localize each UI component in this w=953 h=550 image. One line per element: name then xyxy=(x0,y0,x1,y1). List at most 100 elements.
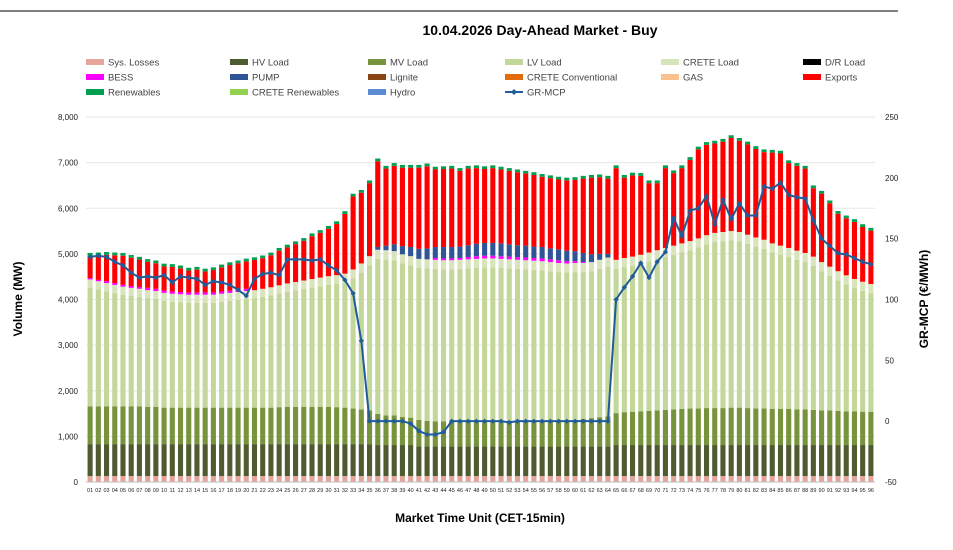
legend-swatch-gas xyxy=(661,74,679,80)
bar-segment-crete-load xyxy=(786,247,792,258)
bar-segment-bess xyxy=(580,262,586,263)
gr-mcp-point xyxy=(432,431,438,438)
bar-segment-renewables xyxy=(728,135,734,138)
y-tick-label: 5,000 xyxy=(58,250,79,259)
gr-mcp-point xyxy=(843,251,849,258)
x-tick-label: 64 xyxy=(605,488,611,494)
bar-segment-exports xyxy=(580,178,586,253)
bar-segment-exports xyxy=(358,192,364,264)
bar-segment-mv-load xyxy=(794,409,800,446)
bar-segment-lv-load xyxy=(514,268,521,421)
bar-segment-lv-load xyxy=(153,299,159,407)
bar-segment-mv-load xyxy=(786,409,792,446)
bar-segment-hv-load xyxy=(777,445,784,477)
bar-segment-sys-losses xyxy=(103,476,110,482)
bar-segment-mv-load xyxy=(342,407,348,445)
x-tick-label: 76 xyxy=(703,488,709,494)
gridlines xyxy=(86,116,875,437)
bar-segment-pump xyxy=(564,250,570,262)
bar-segment-sys-losses xyxy=(687,476,693,482)
bar-segment-crete-load xyxy=(391,251,397,261)
bar-segment-sys-losses xyxy=(293,476,299,482)
x-tick-label: 07 xyxy=(136,488,142,494)
bar-segment-exports xyxy=(547,178,553,249)
bar-segment-mv-load xyxy=(736,407,742,446)
bar-segment-sys-losses xyxy=(194,476,200,482)
bar-segment-sys-losses xyxy=(260,476,266,482)
bar-segment-crete-load xyxy=(531,260,537,270)
bar-segment-crete-load xyxy=(350,269,356,279)
bar-segment-mv-load xyxy=(219,407,225,445)
bar-segment-mv-load xyxy=(243,407,249,445)
bar-segment-renewables xyxy=(712,140,718,144)
y-tick-label: 1,000 xyxy=(58,432,79,441)
bar-segment-mv-load xyxy=(309,406,315,445)
legend-label-crete-load: CRETE Load xyxy=(683,58,739,69)
bar-segment-hv-load xyxy=(794,445,800,477)
bar-segment-crete-load xyxy=(120,286,126,295)
bar-segment-lv-load xyxy=(449,269,455,422)
gr-mcp-point xyxy=(120,262,126,269)
bar-segment-crete-load xyxy=(87,279,93,288)
x-tick-label: 50 xyxy=(490,488,496,494)
y-axis-title: Volume (MW) xyxy=(11,261,25,336)
bar-segment-lv-load xyxy=(613,268,619,414)
bar-segment-mv-load xyxy=(868,411,874,446)
bar-segment-crete-load xyxy=(219,293,225,302)
bar-segment-crete-load xyxy=(276,285,282,294)
bar-segment-renewables xyxy=(572,177,578,180)
bar-segment-sys-losses xyxy=(564,476,570,482)
bar-segment-exports xyxy=(819,193,825,263)
x-tick-label: 22 xyxy=(260,488,266,494)
bar-segment-mv-load xyxy=(457,421,463,447)
bar-segment-renewables xyxy=(720,138,726,142)
gr-mcp-point xyxy=(440,429,447,435)
bar-segment-sys-losses xyxy=(342,476,348,482)
bar-segment-exports xyxy=(777,153,784,246)
bar-segment-exports xyxy=(851,221,858,279)
legend-swatch-lignite xyxy=(368,74,386,80)
x-tick-label: 35 xyxy=(366,488,372,494)
bar-segment-exports xyxy=(662,168,668,248)
bar-segment-lv-load xyxy=(325,284,332,407)
bar-segment-renewables xyxy=(432,166,438,170)
bar-segment-exports xyxy=(720,141,726,232)
x-tick-label: 40 xyxy=(408,488,414,494)
bar-segment-lv-load xyxy=(260,296,266,408)
bar-segment-bess xyxy=(531,257,537,261)
bar-segment-crete-load xyxy=(235,291,241,300)
bar-segment-hv-load xyxy=(835,445,841,477)
bar-segment-mv-load xyxy=(629,411,636,446)
bar-segment-crete-load xyxy=(334,275,340,284)
x-tick-label: 90 xyxy=(819,488,825,494)
gr-mcp-point xyxy=(605,418,611,424)
bar-segment-hv-load xyxy=(786,445,792,477)
y2-tick-label: 250 xyxy=(885,113,899,122)
bar-segment-hv-load xyxy=(87,444,93,477)
bar-segment-sys-losses xyxy=(745,476,751,482)
bar-segment-mv-load xyxy=(646,410,652,446)
x-tick-label: 83 xyxy=(761,488,767,494)
bar-segment-exports xyxy=(95,255,101,280)
bar-segment-hv-load xyxy=(703,445,710,477)
bar-segment-crete-load xyxy=(753,237,759,247)
bar-segment-renewables xyxy=(802,165,808,169)
x-tick-label: 89 xyxy=(810,488,816,494)
bar-segment-exports xyxy=(251,260,258,291)
stacked-bars xyxy=(87,135,874,482)
gr-mcp-point xyxy=(186,275,192,281)
x-tick-label: 13 xyxy=(186,488,192,494)
bar-segment-mv-load xyxy=(588,418,595,447)
gr-mcp-point xyxy=(802,195,808,202)
bar-segment-exports xyxy=(309,236,315,280)
bar-segment-sys-losses xyxy=(720,476,726,482)
bar-segment-exports xyxy=(177,268,184,292)
bar-segment-hv-load xyxy=(251,444,258,477)
bar-segment-renewables xyxy=(662,165,668,169)
gr-mcp-point xyxy=(523,418,529,424)
bar-segment-renewables xyxy=(112,252,118,256)
bar-segment-exports xyxy=(531,174,537,247)
x-tick-label: 92 xyxy=(835,488,841,494)
bar-segment-lv-load xyxy=(843,284,849,412)
bar-segment-pump xyxy=(399,246,405,255)
